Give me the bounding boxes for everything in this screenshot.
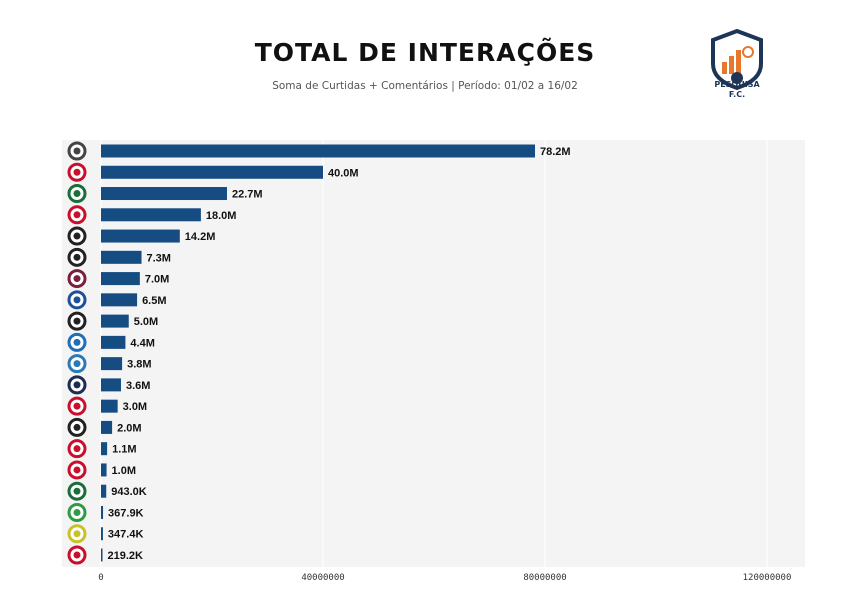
internacional-crest-icon-center	[73, 402, 81, 410]
data-label: 78.2M	[540, 146, 571, 158]
fluminense-crest-icon-center	[73, 275, 81, 283]
bar	[101, 463, 107, 477]
sao-paulo-crest-icon-center	[73, 211, 81, 219]
bar	[101, 272, 140, 286]
x-tick-label: 40000000	[301, 573, 344, 583]
cruzeiro-crest-icon-center	[73, 296, 81, 304]
data-label: 367.9K	[108, 507, 144, 519]
x-tick-label: 0	[98, 573, 103, 583]
bar	[101, 229, 180, 243]
data-label: 7.0M	[145, 274, 169, 286]
bar	[101, 548, 103, 562]
botafogo-crest-icon-center	[73, 423, 81, 431]
bar	[101, 420, 113, 434]
flamengo-crest-icon-center	[73, 168, 81, 176]
x-tick-label: 120000000	[743, 573, 792, 583]
coritiba-crest-icon-center	[73, 487, 81, 495]
mirassol-crest-icon-center	[73, 530, 81, 538]
bragantino-crest-icon-center	[73, 551, 81, 559]
santos-crest-icon-center	[73, 232, 81, 240]
x-tick-label: 80000000	[523, 573, 566, 583]
vitoria-crest-icon-center	[73, 445, 81, 453]
logo-text-line1: PESQUISA	[714, 80, 760, 89]
bar	[101, 505, 104, 519]
logo-text-line2: F.C.	[728, 90, 746, 99]
pesquisa-fc-logo	[711, 28, 763, 91]
plot-background	[62, 140, 805, 567]
remo-crest-icon-center	[73, 381, 81, 389]
data-label: 14.2M	[185, 231, 216, 243]
bahia-crest-icon-center	[73, 338, 81, 346]
data-label: 4.4M	[130, 337, 154, 349]
data-label: 22.7M	[232, 189, 263, 201]
bar	[101, 165, 323, 179]
chart-title: TOTAL DE INTERAÇÕES	[254, 38, 596, 67]
data-label: 943.0K	[111, 486, 147, 498]
data-label: 3.8M	[127, 359, 151, 371]
gremio-crest-icon-center	[73, 360, 81, 368]
atletico-mg-crest-icon-center	[73, 317, 81, 325]
data-label: 347.4K	[108, 529, 144, 541]
data-label: 1.1M	[112, 444, 136, 456]
data-label: 219.2K	[108, 550, 144, 562]
bar	[101, 144, 536, 158]
data-label: 5.0M	[134, 316, 158, 328]
data-label: 3.6M	[126, 380, 150, 392]
athletico-pr-crest-icon-center	[73, 466, 81, 474]
bar	[101, 484, 107, 498]
bar	[101, 335, 126, 349]
bar	[101, 187, 227, 201]
bar	[101, 208, 201, 222]
bar	[101, 378, 121, 392]
chart-subtitle: Soma de Curtidas + Comentários | Período…	[272, 80, 578, 92]
palmeiras-crest-icon-center	[73, 190, 81, 198]
data-label: 2.0M	[117, 422, 141, 434]
bar	[101, 357, 123, 371]
bar	[101, 314, 129, 328]
data-label: 7.3M	[147, 252, 171, 264]
data-label: 40.0M	[328, 167, 359, 179]
data-label: 6.5M	[142, 295, 166, 307]
vasco-crest-icon-center	[73, 253, 81, 261]
data-label: 1.0M	[112, 465, 136, 477]
chapecoense-crest-icon-center	[73, 508, 81, 516]
data-label: 18.0M	[206, 210, 237, 222]
logo-text: PESQUISA F.C.	[700, 80, 774, 100]
bar	[101, 399, 118, 413]
corinthians-crest-icon-center	[73, 147, 81, 155]
bar	[101, 527, 103, 541]
bar	[101, 293, 138, 307]
data-label: 3.0M	[123, 401, 147, 413]
bar	[101, 250, 142, 264]
bar	[101, 442, 108, 456]
